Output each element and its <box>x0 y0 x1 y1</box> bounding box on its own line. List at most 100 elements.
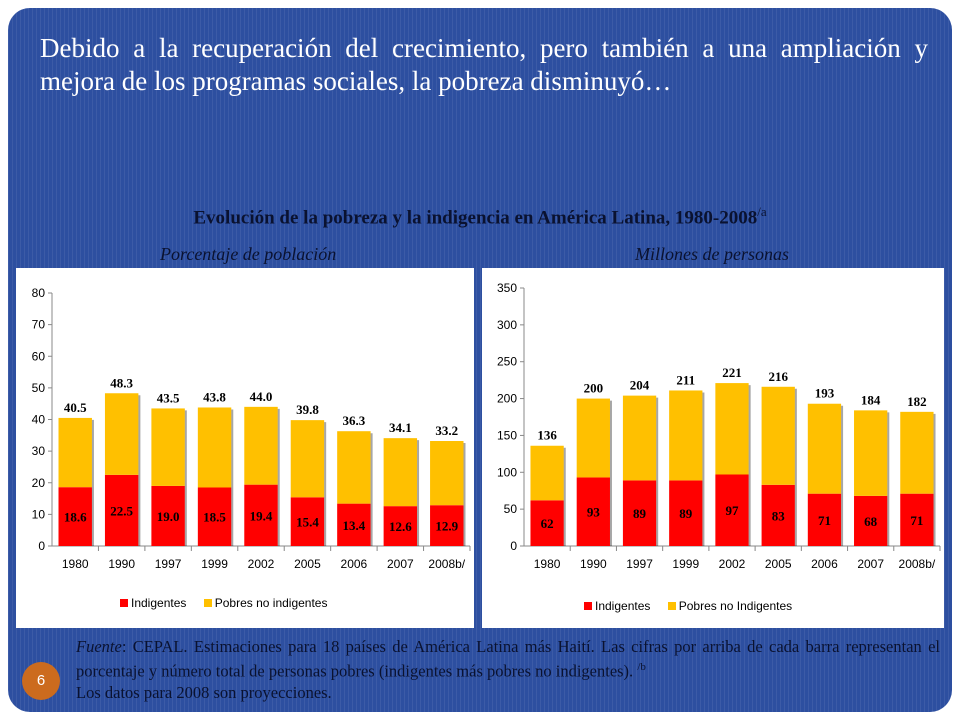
footnote-note-marker: /b <box>637 661 646 673</box>
data-label-indigentes: 89 <box>633 506 647 521</box>
x-tick-label: 2007 <box>387 557 414 571</box>
bar-segment-indigentes <box>900 493 934 546</box>
bar-segment-pobres-no-indigentes <box>622 395 657 481</box>
legend-item-pobres: Pobres no Indigentes <box>667 599 793 613</box>
left-chart-subtitle: Porcentaje de población <box>160 244 337 264</box>
data-label-total: 48.3 <box>110 375 133 390</box>
x-tick-label: 1980 <box>62 557 89 571</box>
legend-label-indigentes: Indigentes <box>595 599 651 613</box>
data-label-indigentes: 62 <box>541 516 554 531</box>
right-chart-panel: 0 50 100 150 200 250 300 350 62 136 1980 93 200 1990 8… <box>482 268 944 628</box>
data-label-total: 216 <box>768 369 788 384</box>
bar-segment-pobres-no-indigentes <box>761 386 795 485</box>
page-number-badge: 6 <box>22 662 60 700</box>
data-label-total: 44.0 <box>250 389 273 404</box>
bar-segment-indigentes <box>104 474 139 546</box>
data-label-indigentes: 89 <box>679 506 693 521</box>
bar-segment-indigentes <box>854 495 888 546</box>
bar-segment-pobres-no-indigentes <box>576 398 610 478</box>
x-tick-label: 2006 <box>341 557 368 571</box>
data-label-indigentes: 71 <box>910 513 923 528</box>
bar-segment-indigentes <box>197 487 232 546</box>
bar-segment-pobres-no-indigentes <box>383 438 418 507</box>
bar-segment-pobres-no-indigentes <box>337 431 371 504</box>
chart-title-text: Evolución de la pobreza y la indigencia … <box>193 207 758 229</box>
bar-segment-pobres-no-indigentes <box>530 445 564 501</box>
bar-segment-pobres-no-indigentes <box>244 406 278 485</box>
footnote-source-label: Fuente <box>76 637 122 656</box>
x-tick-label: 2007 <box>857 557 884 571</box>
y-tick-label: 30 <box>32 444 46 458</box>
data-label-indigentes: 71 <box>818 513 831 528</box>
bar-segment-indigentes <box>337 503 371 546</box>
y-tick-label: 300 <box>497 318 517 332</box>
y-tick-label: 80 <box>32 286 46 300</box>
data-label-indigentes: 18.5 <box>203 510 226 525</box>
bar-segment-indigentes <box>807 493 842 546</box>
data-label-total: 211 <box>676 372 695 387</box>
data-label-indigentes: 12.6 <box>389 519 412 534</box>
x-tick-label: 1990 <box>108 557 135 571</box>
bar-segment-indigentes <box>383 506 418 546</box>
left-chart-legend: Indigentes Pobres no indigentes <box>120 596 327 610</box>
x-tick-label: 1999 <box>201 557 228 571</box>
y-tick-label: 70 <box>32 318 46 332</box>
right-chart: 0 50 100 150 200 250 300 350 62 136 1980 93 200 1990 8… <box>497 281 941 571</box>
legend-item-pobres: Pobres no indigentes <box>203 596 327 610</box>
data-label-indigentes: 12.9 <box>435 519 458 534</box>
legend-item-indigentes: Indigentes <box>584 599 650 613</box>
data-label-indigentes: 22.5 <box>110 503 133 518</box>
x-tick-label: 2006 <box>811 557 838 571</box>
x-tick-label: 1997 <box>155 557 182 571</box>
y-tick-label: 50 <box>32 381 46 395</box>
bar-segment-indigentes <box>761 484 795 546</box>
data-label-total: 193 <box>815 386 835 401</box>
y-tick-label: 0 <box>38 539 45 553</box>
x-tick-label: 2005 <box>294 557 321 571</box>
data-label-indigentes: 68 <box>864 514 878 529</box>
x-tick-label: 2005 <box>765 557 792 571</box>
data-label-indigentes: 83 <box>772 508 786 523</box>
data-label-indigentes: 93 <box>587 505 601 520</box>
data-label-total: 136 <box>537 428 557 443</box>
data-label-indigentes: 97 <box>726 503 740 518</box>
data-label-total: 33.2 <box>435 423 458 438</box>
data-label-total: 36.3 <box>343 413 366 428</box>
data-label-indigentes: 13.4 <box>343 518 366 533</box>
y-tick-label: 350 <box>497 281 517 295</box>
bar-segment-indigentes <box>290 497 325 546</box>
legend-swatch-indigentes <box>120 599 128 607</box>
y-tick-label: 250 <box>497 355 517 369</box>
x-tick-label: 2008b/ <box>899 557 936 571</box>
bar-segment-pobres-no-indigentes <box>58 417 92 488</box>
footnote-note-text: Los datos para 2008 son proyecciones. <box>76 682 332 702</box>
y-tick-label: 40 <box>32 413 46 427</box>
y-tick-label: 0 <box>510 539 517 553</box>
right-chart-subtitle: Millones de personas <box>635 244 789 264</box>
footnote-text: : CEPAL. Estimaciones para 18 países de … <box>76 637 940 681</box>
legend-label-indigentes: Indigentes <box>131 596 187 610</box>
data-label-total: 184 <box>861 392 881 407</box>
y-tick-label: 50 <box>504 502 518 516</box>
bar-segment-pobres-no-indigentes <box>715 383 749 475</box>
data-label-total: 221 <box>722 365 742 380</box>
bar-segment-pobres-no-indigentes <box>900 411 934 494</box>
bar-segment-pobres-no-indigentes <box>104 393 139 475</box>
x-tick-label: 2008b/ <box>428 557 465 571</box>
right-chart-legend: Indigentes Pobres no Indigentes <box>584 599 792 613</box>
bar-segment-pobres-no-indigentes <box>807 403 842 494</box>
legend-swatch-indigentes <box>584 602 592 610</box>
left-chart: 0 10 20 30 40 50 60 70 80 18.6 40.5 1980 22.5 48.3 199… <box>32 286 471 571</box>
data-label-indigentes: 19.0 <box>157 509 180 524</box>
bar-segment-indigentes <box>58 487 92 546</box>
bar-segment-pobres-no-indigentes <box>669 390 703 481</box>
legend-label-pobres: Pobres no Indigentes <box>678 599 793 613</box>
data-label-total: 200 <box>584 381 604 396</box>
bar-segment-indigentes <box>151 485 185 546</box>
data-label-total: 43.5 <box>157 390 180 405</box>
y-tick-label: 100 <box>497 465 517 479</box>
legend-swatch-pobres <box>667 602 676 610</box>
data-label-indigentes: 18.6 <box>64 510 87 525</box>
x-tick-label: 2002 <box>248 557 275 571</box>
bar-segment-pobres-no-indigentes <box>197 407 232 488</box>
